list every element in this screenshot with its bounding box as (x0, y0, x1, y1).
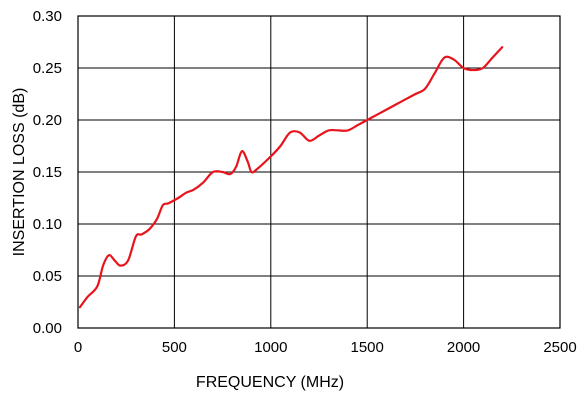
y-axis-label: INSERTION LOSS (dB) (11, 88, 28, 257)
x-tick-label: 2000 (447, 339, 480, 356)
x-tick-label: 1500 (351, 339, 384, 356)
x-tick-label: 2500 (543, 339, 576, 356)
y-tick-label: 0.15 (33, 164, 62, 181)
plot-border (77, 15, 561, 329)
y-tick-label: 0.05 (33, 268, 62, 285)
x-tick-label: 500 (162, 339, 187, 356)
x-tick-label: 1000 (254, 339, 287, 356)
y-axis-ticks: 0.00 0.05 0.10 0.15 0.20 0.25 0.30 (33, 8, 62, 337)
x-axis-ticks: 0 500 1000 1500 2000 2500 (74, 339, 577, 356)
x-tick-label: 0 (74, 339, 82, 356)
y-tick-label: 0.30 (33, 8, 62, 25)
y-tick-label: 0.00 (33, 320, 62, 337)
y-tick-label: 0.20 (33, 112, 62, 129)
series-layer (78, 46, 504, 309)
x-axis-label: FREQUENCY (MHz) (196, 374, 344, 391)
y-tick-label: 0.25 (33, 60, 62, 77)
insertion-loss-curve (78, 46, 504, 309)
plot-frame (77, 15, 561, 329)
y-tick-label: 0.10 (33, 216, 62, 233)
